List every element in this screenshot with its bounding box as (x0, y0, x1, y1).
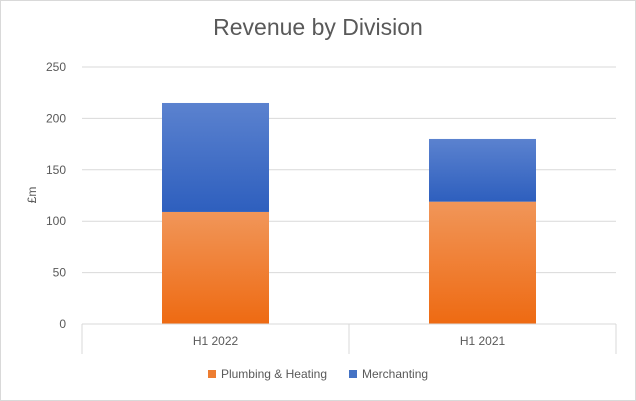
bars (162, 102, 536, 324)
y-tick-label: 200 (46, 111, 66, 125)
legend-swatch-orange (207, 370, 216, 378)
y-axis-title: £m (25, 187, 39, 204)
y-tick-label: 50 (53, 266, 67, 280)
legend-label: Merchanting (362, 367, 429, 381)
x-tick-label: H1 2021 (460, 334, 506, 348)
bar-plumbing-heating-h1-2022 (162, 211, 269, 324)
y-tick-label: 150 (46, 163, 66, 177)
y-tick-label: 250 (46, 60, 66, 74)
legend: Plumbing & Heating Merchanting (0, 367, 636, 381)
bar-merchanting-h1-2022 (162, 102, 269, 212)
bar-merchanting-h1-2021 (429, 138, 536, 202)
axes: 0 50 100 150 200 250 H1 2022 H1 2021 (46, 60, 617, 354)
legend-item-merchanting: Merchanting (349, 367, 428, 381)
legend-label: Plumbing & Heating (220, 367, 327, 381)
x-tick-label: H1 2022 (193, 334, 239, 348)
y-tick-label: 100 (46, 214, 66, 228)
legend-swatch-blue (349, 370, 357, 378)
legend-item-plumbing-heating: Plumbing & Heating (207, 367, 327, 381)
bar-plumbing-heating-h1-2021 (429, 201, 536, 324)
y-tick-label: 0 (59, 317, 66, 331)
chart-title: Revenue by Division (213, 14, 423, 40)
